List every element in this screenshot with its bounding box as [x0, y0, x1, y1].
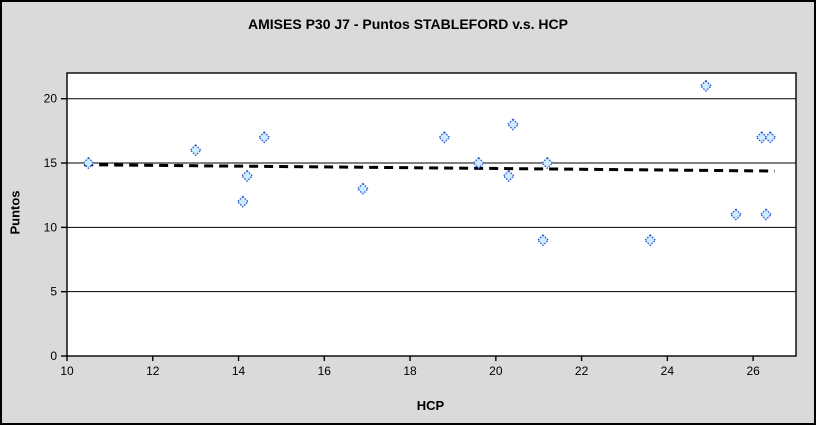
data-point-marker [755, 131, 768, 144]
data-point-marker [356, 182, 370, 195]
x-tick-label: 14 [232, 364, 246, 378]
y-tick-label: 15 [44, 156, 58, 170]
y-tick-label: 5 [50, 285, 57, 299]
data-point-marker [82, 156, 95, 170]
y-tick-label: 10 [44, 220, 58, 234]
trendline [84, 163, 775, 173]
data-point-marker [236, 195, 249, 208]
data-point-marker [240, 169, 254, 183]
x-tick-label: 12 [146, 364, 160, 378]
x-tick-label: 24 [661, 364, 675, 378]
y-axis-label: Puntos [7, 190, 23, 235]
y-tick-label: 0 [50, 349, 57, 363]
data-point-marker [258, 131, 271, 144]
x-tick-label: 22 [575, 364, 589, 378]
x-tick-label: 26 [746, 364, 760, 378]
x-tick-label: 18 [403, 364, 417, 378]
data-point-marker [759, 208, 773, 221]
x-tick-label: 20 [489, 364, 503, 378]
x-tick-label: 16 [318, 364, 332, 378]
data-point-marker [764, 131, 777, 144]
plot-background [66, 72, 797, 357]
data-point-marker [644, 234, 657, 247]
data-point-marker [729, 208, 743, 221]
data-point-marker [189, 144, 202, 157]
chart-title: AMISES P30 J7 - Puntos STABLEFORD v.s. H… [248, 16, 568, 32]
data-point-marker [506, 118, 520, 131]
data-point-marker [699, 79, 713, 92]
data-point-marker [541, 156, 554, 170]
y-tick-label: 20 [44, 92, 58, 106]
x-tick-label: 10 [60, 364, 74, 378]
data-point-marker [438, 131, 451, 144]
data-point-marker [502, 169, 515, 183]
data-point-marker [536, 234, 550, 247]
data-point-marker [472, 156, 485, 170]
x-axis-label: HCP [416, 398, 445, 413]
